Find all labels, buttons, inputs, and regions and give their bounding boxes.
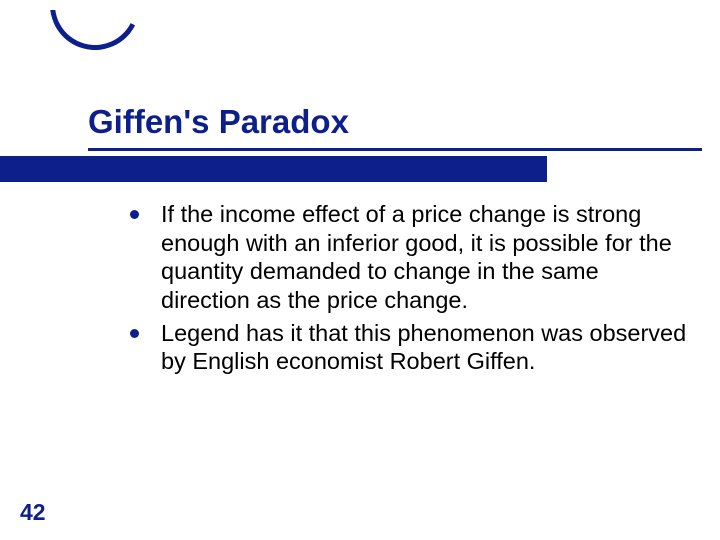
page-number: 42 — [20, 499, 46, 526]
title-underline — [88, 148, 702, 151]
bullet-list: If the income effect of a price change i… — [130, 200, 690, 380]
list-item: If the income effect of a price change i… — [130, 200, 690, 315]
slide-title: Giffen's Paradox — [88, 104, 688, 140]
bullet-icon — [130, 329, 139, 338]
decorative-arc-mask — [0, 0, 720, 10]
bullet-icon — [130, 210, 139, 219]
slide-header-region — [0, 0, 720, 106]
title-container: Giffen's Paradox — [88, 104, 688, 140]
bullet-text: Legend has it that this phenomenon was o… — [161, 319, 690, 376]
slide: Giffen's Paradox If the income effect of… — [0, 0, 720, 540]
bullet-text: If the income effect of a price change i… — [161, 200, 690, 315]
accent-band — [0, 156, 547, 182]
list-item: Legend has it that this phenomenon was o… — [130, 319, 690, 376]
